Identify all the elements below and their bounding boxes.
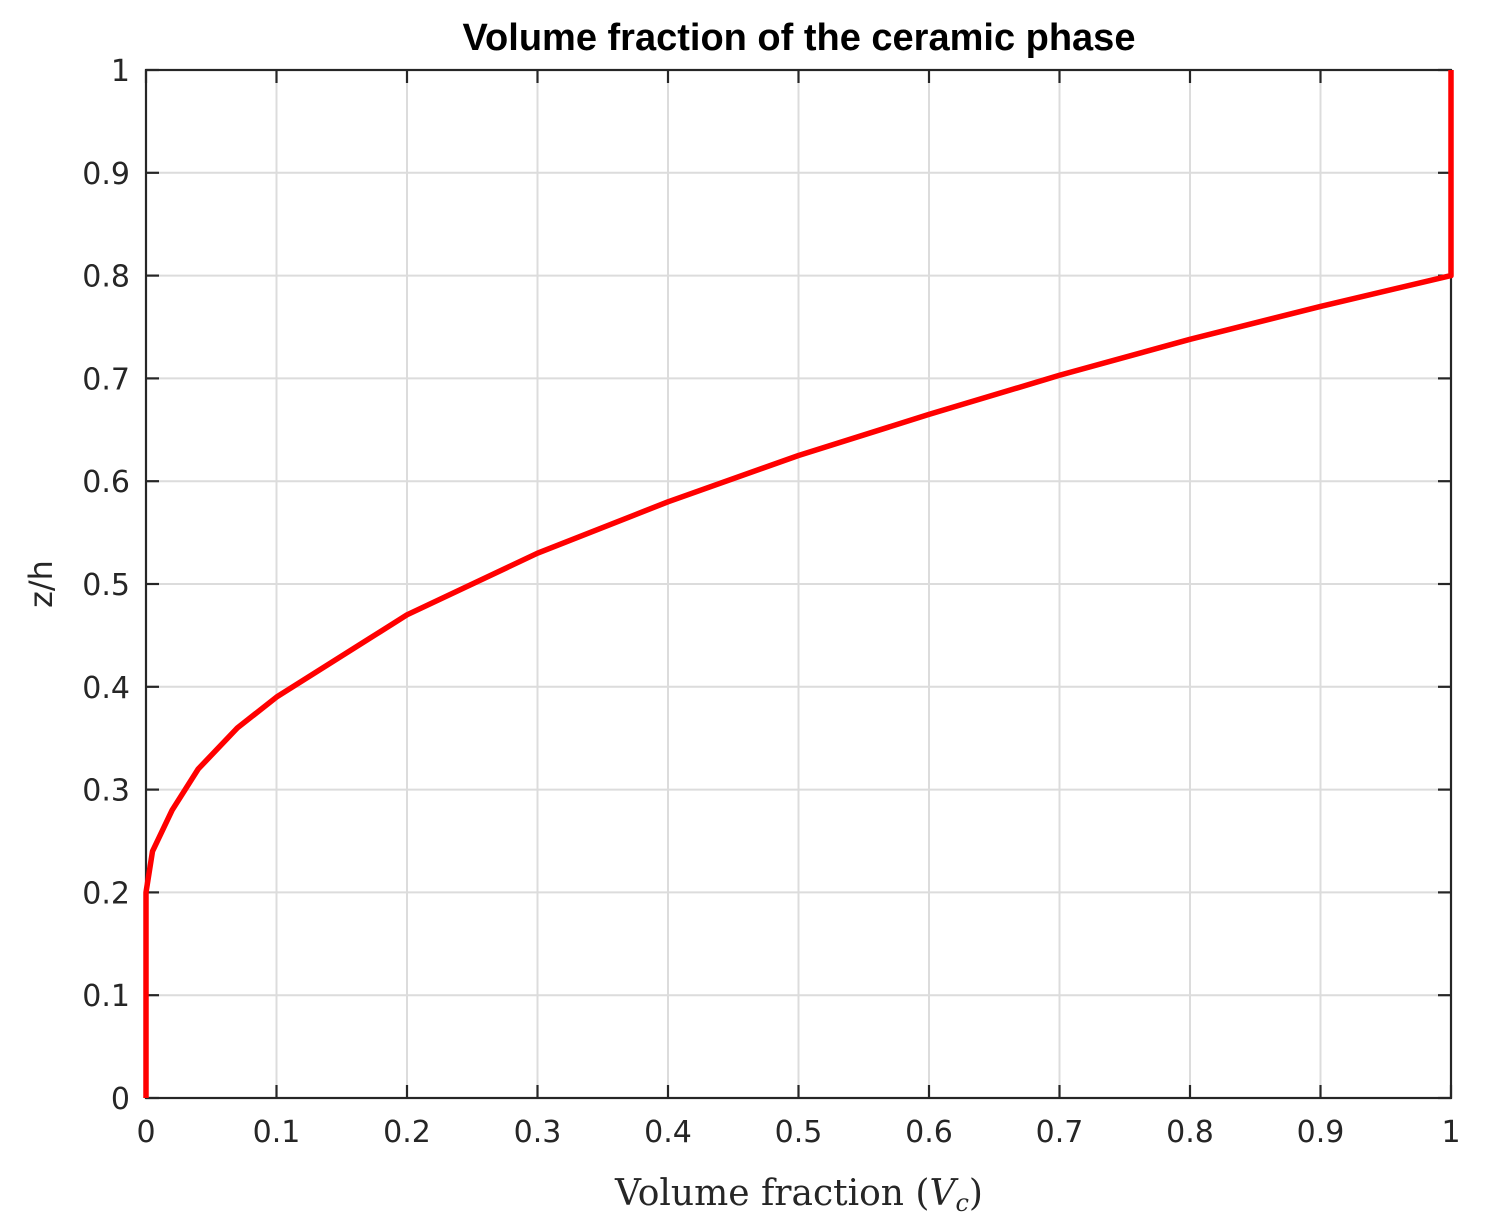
- y-tick-label: 0.5: [82, 568, 130, 603]
- x-tick-label: 0.3: [514, 1115, 562, 1150]
- x-tick-label: 1: [1441, 1115, 1460, 1150]
- y-tick-label: 1: [111, 54, 130, 89]
- y-tick-label: 0.8: [82, 260, 130, 295]
- grid: [146, 70, 1451, 1098]
- y-tick-label: 0.4: [82, 671, 130, 706]
- y-tick-label: 0.2: [82, 876, 130, 911]
- y-tick-label: 0: [111, 1082, 130, 1117]
- ticks: [144, 68, 1453, 1100]
- x-tick-label: 0.7: [1036, 1115, 1084, 1150]
- y-tick-label: 0.1: [82, 979, 130, 1014]
- chart-title: Volume fraction of the ceramic phase: [463, 17, 1136, 59]
- y-tick-label: 0.3: [82, 774, 130, 809]
- y-axis-label: z/h: [22, 560, 60, 608]
- x-axis-label-close: ): [969, 1173, 983, 1214]
- x-axis-label-subscript: c: [955, 1189, 968, 1217]
- y-tick-label: 0.9: [82, 157, 130, 192]
- tick-labels: 0 0.1 0.2 0.3 0.4 0.5 0.6 0.7 0.8 0.9 1 0 0.1 0.2 0.3 0…: [82, 54, 1460, 1150]
- x-tick-label: 0: [136, 1115, 155, 1150]
- y-tick-label: 0.6: [82, 465, 130, 500]
- x-tick-label: 0.5: [775, 1115, 823, 1150]
- x-axis-label-text: Volume fraction (: [614, 1173, 929, 1214]
- x-axis-label: Volume fraction (Vc): [614, 1173, 983, 1217]
- series-line: [143, 70, 1454, 1098]
- series: [143, 70, 1454, 1098]
- x-tick-label: 0.9: [1297, 1115, 1345, 1150]
- x-tick-label: 0.6: [905, 1115, 953, 1150]
- x-axis-label-variable: V: [929, 1173, 959, 1214]
- y-tick-label: 0.7: [82, 362, 130, 397]
- x-tick-label: 0.4: [644, 1115, 692, 1150]
- x-tick-label: 0.8: [1166, 1115, 1214, 1150]
- x-tick-label: 0.2: [383, 1115, 431, 1150]
- x-tick-label: 0.1: [253, 1115, 301, 1150]
